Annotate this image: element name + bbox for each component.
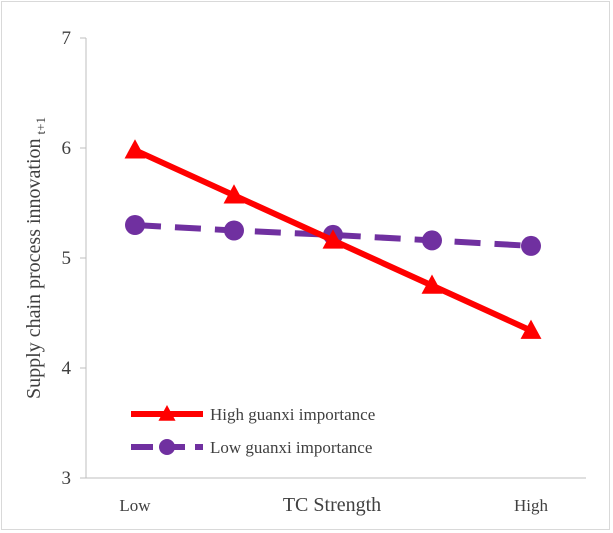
- y-tick-label-6: 6: [62, 138, 72, 159]
- data-point-1-4: [421, 274, 443, 294]
- y-axis-title: Supply chain process innovation t+1: [23, 117, 48, 399]
- y-axis-ticks: 3 4 5 6 7: [62, 28, 86, 489]
- data-point-1-3: [322, 229, 344, 249]
- legend-marker-2: [159, 439, 175, 455]
- series-line-2: [134, 222, 532, 249]
- series-1: [124, 139, 542, 339]
- y-axis-title-subscript: t+1: [33, 117, 48, 134]
- legend-label-1: High guanxi importance: [210, 405, 375, 424]
- data-point-1-5: [520, 319, 542, 339]
- y-tick-label-4: 4: [62, 358, 72, 379]
- data-point-2-5: [521, 235, 541, 256]
- x-axis-labels: Low High TC Strength: [119, 494, 548, 516]
- data-point-2-2: [224, 220, 244, 241]
- legend: High guanxi importance Low guanxi importa…: [131, 405, 375, 457]
- data-point-2-1: [125, 215, 145, 235]
- legend-marker-1: [158, 405, 176, 421]
- y-axis-title-main: Supply chain process innovation: [23, 138, 45, 399]
- x-axis-title: TC Strength: [283, 494, 381, 516]
- data-point-1-2: [223, 184, 245, 204]
- x-tick-label-high: High: [514, 496, 549, 515]
- y-tick-label-5: 5: [62, 248, 72, 269]
- y-tick-label-7: 7: [62, 28, 72, 49]
- data-point-1-1: [124, 139, 146, 159]
- y-tick-label-3: 3: [62, 468, 72, 489]
- data-point-2-4: [422, 230, 442, 251]
- x-tick-label-low: Low: [119, 496, 151, 515]
- legend-label-2: Low guanxi importance: [210, 438, 372, 457]
- series-layer: [124, 139, 542, 339]
